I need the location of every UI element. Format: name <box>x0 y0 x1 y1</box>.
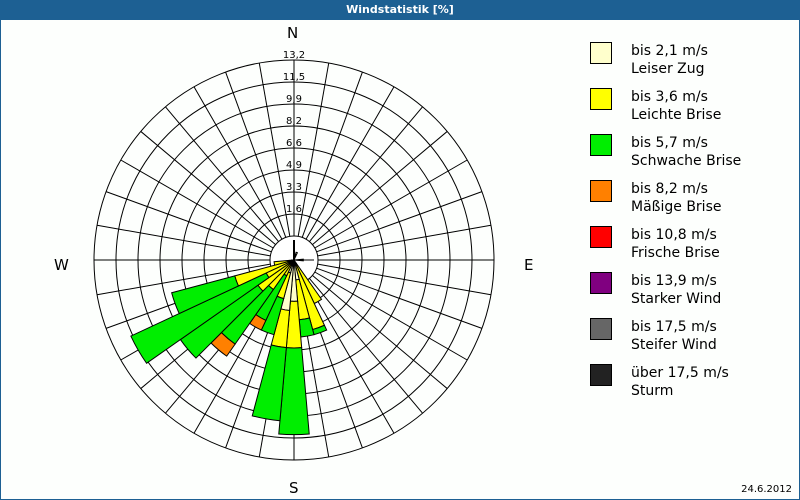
grid-spoke <box>105 191 272 253</box>
grid-spoke <box>312 275 448 389</box>
legend-range: bis 17,5 m/s <box>631 319 717 335</box>
compass-west-label: W <box>54 256 69 274</box>
legend-range: bis 13,9 m/s <box>631 273 717 289</box>
compass-south-label: S <box>289 479 299 497</box>
wind-petal-segment <box>171 275 240 315</box>
grid-spoke <box>193 86 283 240</box>
ring-label: 1,6 <box>286 204 302 215</box>
grid-spoke <box>165 106 279 242</box>
ring-label: 4,9 <box>286 160 302 171</box>
legend-label: Mäßige Brise <box>631 199 722 215</box>
legend-label: Frische Brise <box>631 245 720 261</box>
ring-label: 11,5 <box>283 72 305 83</box>
compass-east-label: E <box>524 256 534 274</box>
grid-spoke <box>314 159 468 249</box>
wind-petal-segment <box>278 347 310 436</box>
wind-petal-segment <box>273 259 291 266</box>
grid-spoke <box>305 86 395 240</box>
grid-spoke <box>317 224 492 257</box>
grid-spoke <box>120 159 274 249</box>
ring-label: 9,9 <box>286 94 302 105</box>
grid-spoke <box>312 131 448 245</box>
legend-swatch <box>590 364 612 386</box>
legend-swatch <box>590 134 612 156</box>
legend-range: bis 3,6 m/s <box>631 89 708 105</box>
legend-range: bis 5,7 m/s <box>631 135 708 151</box>
legend-swatch <box>590 272 612 294</box>
legend-swatch <box>590 88 612 110</box>
ring-label: 8,2 <box>286 116 302 127</box>
legend-swatch <box>590 180 612 202</box>
legend-swatch <box>590 42 612 64</box>
grid-spoke <box>309 106 423 242</box>
legend-label: Sturm <box>631 383 674 399</box>
window-title: Windstatistik [%] <box>0 0 800 20</box>
legend-swatch <box>590 226 612 248</box>
grid-spoke <box>96 263 271 296</box>
legend-range: bis 8,2 m/s <box>631 181 708 197</box>
legend-range: bis 2,1 m/s <box>631 43 708 59</box>
grid-spoke <box>301 71 363 238</box>
grid-spoke <box>305 280 395 434</box>
ring-label: 13,2 <box>283 50 305 61</box>
grid-spoke <box>225 71 287 238</box>
grid-spoke <box>316 191 483 253</box>
legend-label: Leichte Brise <box>631 107 722 123</box>
ring-label: 3,3 <box>286 182 302 193</box>
legend-label: Schwache Brise <box>631 153 742 169</box>
grid-spoke <box>96 224 271 257</box>
wind-petal-segment <box>251 344 287 422</box>
grid-spoke <box>314 271 468 361</box>
ring-label: 6,6 <box>286 138 302 149</box>
grid-spoke <box>140 131 276 245</box>
grid-spoke <box>297 62 330 237</box>
legend-range: bis 10,8 m/s <box>631 227 717 243</box>
date-stamp: 24.6.2012 <box>741 484 792 495</box>
legend-range: über 17,5 m/s <box>631 365 729 381</box>
legend-swatch <box>590 318 612 340</box>
legend-label: Steifer Wind <box>631 337 717 353</box>
legend-label: Leiser Zug <box>631 61 705 77</box>
compass-north-label: N <box>287 24 299 42</box>
legend-label: Starker Wind <box>631 291 722 307</box>
grid-spoke <box>317 263 492 296</box>
grid-spoke <box>309 278 423 414</box>
wind-petal-segment <box>130 272 270 364</box>
grid-spoke <box>258 62 291 237</box>
grid-spoke <box>316 267 483 329</box>
